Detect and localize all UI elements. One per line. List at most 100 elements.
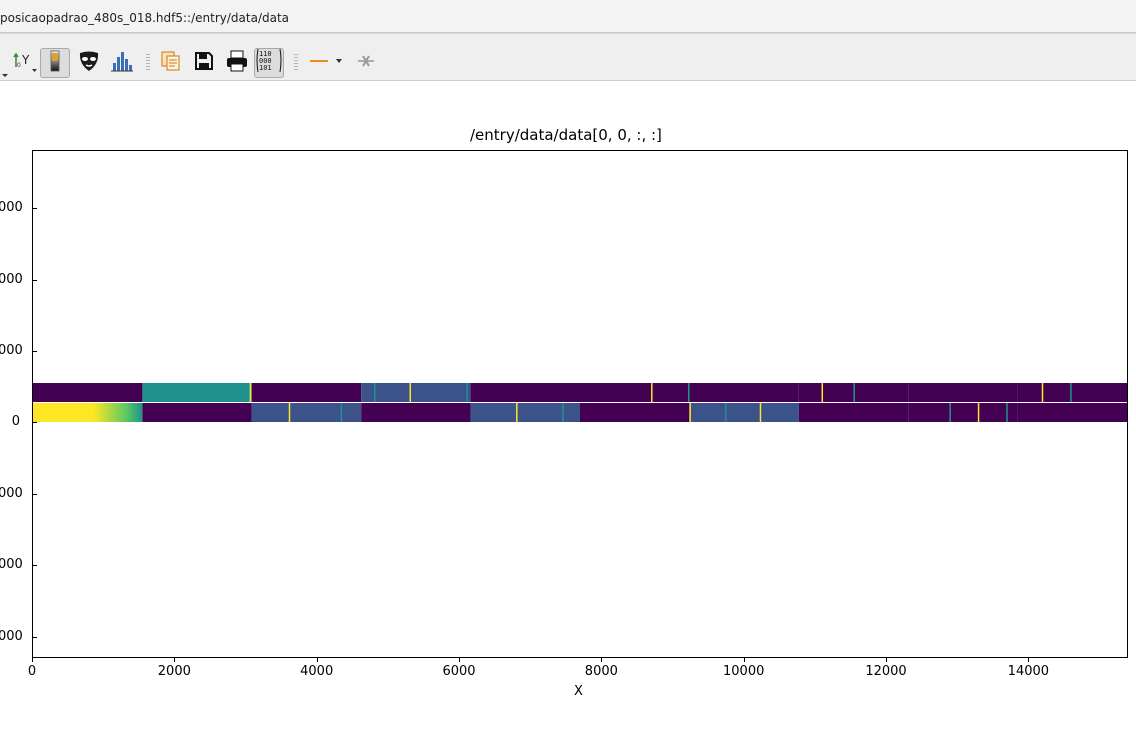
- heatmap-segment: [908, 383, 1018, 402]
- heatmap-segment: [470, 403, 580, 422]
- svg-text:0: 0: [17, 62, 21, 69]
- heatmap-bright-line: [288, 403, 291, 422]
- y-tick-mark: [32, 565, 37, 566]
- save-button[interactable]: [189, 48, 219, 78]
- toolbar-overflow-arrow[interactable]: [0, 48, 12, 78]
- heatmap-canvas: [33, 383, 1127, 422]
- heatmap-bright-line: [516, 403, 518, 422]
- heatmap-segment: [361, 403, 471, 422]
- clear-profile-icon: [355, 50, 377, 76]
- heatmap-hot-region: [33, 403, 143, 422]
- toolbar-separator: [294, 54, 298, 72]
- window-title: posicaopadrao_480s_018.hdf5::/entry/data…: [0, 11, 290, 25]
- svg-text:000: 000: [259, 57, 272, 65]
- line-profile-icon: [306, 51, 346, 75]
- heatmap-segment: [580, 383, 690, 402]
- y-tick-mark: [32, 351, 37, 352]
- x-tick-label: 14000: [1007, 664, 1050, 679]
- heatmap-bright-line: [651, 383, 653, 402]
- y-tick-label: 000: [0, 486, 23, 501]
- raw-data-icon: 110 000 101: [256, 48, 282, 78]
- heatmap-bright-line: [373, 383, 376, 402]
- save-icon: [193, 50, 215, 76]
- heatmap-segment: [1017, 383, 1127, 402]
- y-tick-mark: [32, 280, 37, 281]
- histogram-icon: [110, 49, 134, 77]
- heatmap-bright-line: [759, 403, 762, 422]
- heatmap-segment: [470, 383, 580, 402]
- line-profile-button[interactable]: [306, 48, 346, 78]
- heatmap-segment: [33, 383, 143, 402]
- mask-tool-button[interactable]: [74, 48, 104, 78]
- heatmap-bright-line: [724, 403, 727, 422]
- heatmap-segment: [1017, 403, 1127, 422]
- colormap-button[interactable]: [40, 48, 70, 78]
- y-tick-mark: [32, 494, 37, 495]
- heatmap-segment: [361, 383, 471, 402]
- toolbar-separator: [146, 54, 150, 72]
- heatmap-bright-line: [562, 403, 564, 422]
- colormap-icon: [48, 50, 62, 76]
- print-button[interactable]: [222, 48, 252, 78]
- heatmap-segment: [142, 383, 252, 402]
- heatmap-segment: [689, 383, 799, 402]
- x-tick-mark: [174, 657, 176, 662]
- y-tick-mark: [32, 422, 37, 423]
- heatmap-bright-line: [977, 403, 980, 422]
- raw-data-button[interactable]: 110 000 101: [254, 48, 284, 78]
- heatmap-bright-line: [687, 383, 690, 402]
- x-tick-label: 8000: [584, 664, 618, 679]
- heatmap-bright-line: [340, 403, 343, 422]
- y-tick-label: 0: [11, 414, 20, 429]
- heatmap-bright-line: [689, 403, 691, 422]
- heatmap-bright-line: [249, 383, 252, 402]
- plot-toolbar: 0 Y: [0, 33, 1136, 81]
- plot-area[interactable]: [32, 150, 1128, 658]
- x-tick-mark: [886, 657, 888, 662]
- heatmap-segment: [580, 403, 690, 422]
- y-tick-label: 000: [0, 629, 23, 644]
- heatmap-bright-line: [409, 383, 412, 402]
- x-tick-mark: [601, 657, 603, 662]
- y-tick-mark: [32, 637, 37, 638]
- y-tick-mark: [32, 208, 37, 209]
- x-tick-mark: [316, 657, 318, 662]
- y-axis-options-icon: 0 Y: [11, 47, 39, 79]
- y-axis-options-button[interactable]: 0 Y: [10, 48, 40, 78]
- heatmap-bright-line: [949, 403, 951, 422]
- x-tick-mark: [32, 657, 33, 662]
- mask-tool-icon: [77, 49, 101, 77]
- svg-text:101: 101: [259, 64, 272, 72]
- x-axis-label: X: [574, 684, 583, 699]
- y-tick-label: 000: [0, 272, 23, 287]
- svg-text:110: 110: [259, 50, 272, 58]
- y-tick-label: 000: [0, 557, 23, 572]
- heatmap-bright-line: [853, 383, 855, 402]
- x-tick-label: 12000: [865, 664, 907, 679]
- heatmap-bright-line: [466, 383, 468, 402]
- heatmap-segment: [798, 403, 909, 422]
- histogram-button[interactable]: [107, 48, 137, 78]
- x-tick-label: 6000: [442, 664, 476, 679]
- x-tick-mark: [1028, 657, 1030, 662]
- x-tick-label: 2000: [157, 664, 191, 679]
- heatmap-bright-line: [1006, 403, 1008, 422]
- heatmap-segment: [251, 403, 362, 422]
- heatmap-segment: [251, 383, 362, 402]
- heatmap-segment: [142, 403, 252, 422]
- copy-icon: [159, 49, 183, 77]
- heatmap-bright-line: [1041, 383, 1044, 402]
- copy-button[interactable]: [156, 48, 186, 78]
- svg-text:Y: Y: [21, 53, 30, 67]
- clear-profile-button: [351, 48, 381, 78]
- print-icon: [225, 49, 249, 77]
- x-tick-label: 0: [27, 664, 37, 679]
- x-tick-mark: [743, 657, 745, 662]
- y-tick-label: 000: [0, 343, 23, 358]
- plot-title: /entry/data/data[0, 0, :, :]: [470, 126, 662, 144]
- heatmap-bright-line: [1070, 383, 1072, 402]
- heatmap-segment: [908, 403, 1018, 422]
- x-tick-label: 10000: [723, 664, 765, 679]
- x-tick-label: 4000: [300, 664, 334, 679]
- y-tick-label: 000: [0, 200, 23, 215]
